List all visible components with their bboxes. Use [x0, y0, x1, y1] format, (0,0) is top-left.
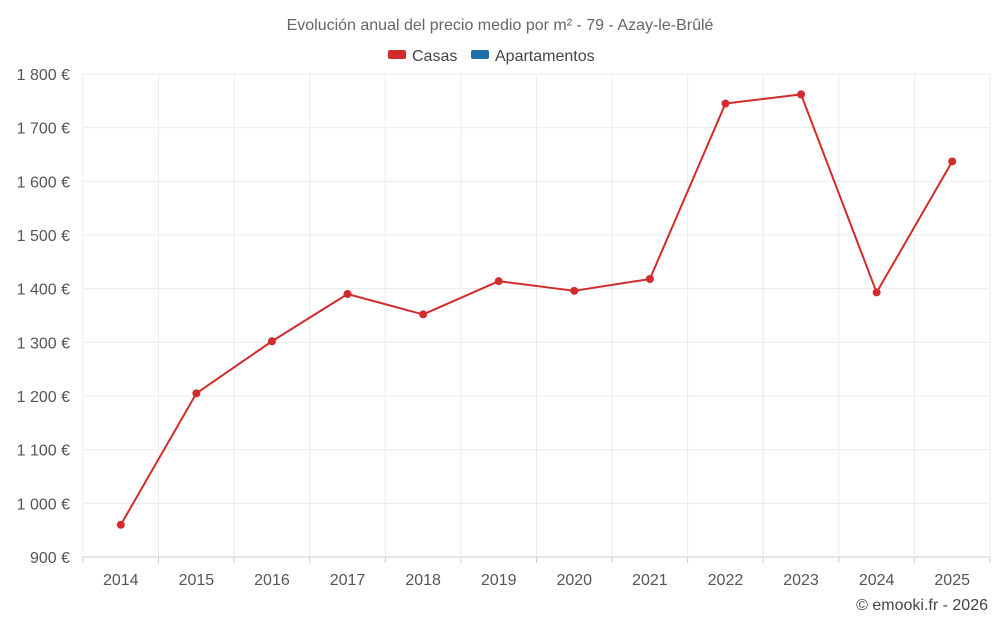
x-tick-label: 2016	[254, 572, 290, 589]
y-tick-label: 1 700 €	[17, 121, 70, 138]
grid	[82, 73, 991, 563]
x-tick-label: 2018	[405, 572, 441, 589]
x-axis-labels: 2014 2015 2016 2017 2018 2019 2020 2021 2022 2023…	[103, 572, 970, 589]
data-point-casas[interactable]	[192, 389, 201, 398]
x-tick-label: 2020	[556, 572, 592, 589]
y-tick-label: 1 100 €	[17, 443, 70, 460]
x-tick-label: 2015	[179, 572, 215, 589]
data-point-casas[interactable]	[343, 290, 352, 299]
data-point-casas[interactable]	[494, 277, 503, 286]
legend-swatch-casas	[388, 50, 406, 59]
data-point-casas[interactable]	[721, 99, 730, 108]
series-line-casas	[119, 93, 954, 526]
data-point-casas[interactable]	[116, 520, 125, 529]
y-tick-label: 1 500 €	[17, 228, 70, 245]
y-tick-label: 1 800 €	[17, 67, 70, 84]
legend-item-casas[interactable]: Casas	[388, 48, 457, 65]
data-point-casas[interactable]	[419, 310, 428, 319]
legend: Casas Apartamentos	[388, 48, 595, 65]
y-tick-label: 1 000 €	[17, 496, 70, 513]
y-tick-label: 900 €	[30, 550, 70, 567]
x-tick-label: 2022	[708, 572, 744, 589]
legend-item-apartamentos[interactable]: Apartamentos	[471, 48, 595, 65]
x-tick-label: 2024	[859, 572, 895, 589]
x-tick-label: 2023	[783, 572, 819, 589]
y-tick-label: 1 600 €	[17, 174, 70, 191]
x-tick-label: 2014	[103, 572, 139, 589]
y-tick-label: 1 200 €	[17, 389, 70, 406]
x-tick-label: 2025	[934, 572, 970, 589]
data-point-casas[interactable]	[645, 275, 654, 284]
data-point-casas[interactable]	[267, 337, 276, 346]
y-axis-labels: 900 € 1 000 € 1 100 € 1 200 € 1 300 € 1 400 €…	[17, 67, 70, 567]
legend-swatch-apartamentos	[471, 50, 489, 59]
y-tick-label: 1 300 €	[17, 335, 70, 352]
credit-text: © emooki.fr - 2026	[856, 597, 988, 614]
x-tick-label: 2019	[481, 572, 517, 589]
legend-label-apartamentos: Apartamentos	[495, 48, 595, 65]
y-tick-label: 1 400 €	[17, 282, 70, 299]
data-point-casas[interactable]	[948, 157, 957, 166]
series-layer	[116, 90, 957, 529]
chart-title: Evolución anual del precio medio por m² …	[287, 17, 714, 34]
data-point-casas[interactable]	[872, 288, 881, 297]
data-point-casas[interactable]	[570, 286, 579, 295]
x-tick-label: 2021	[632, 572, 668, 589]
legend-label-casas: Casas	[412, 48, 457, 65]
data-point-casas[interactable]	[797, 90, 806, 99]
x-tick-label: 2017	[330, 572, 366, 589]
